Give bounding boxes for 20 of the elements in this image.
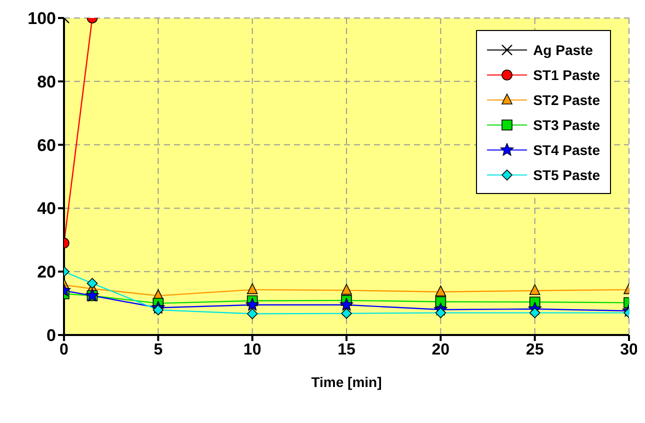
y-tick-label: 20 bbox=[37, 262, 56, 282]
x-tick-label: 10 bbox=[243, 341, 262, 358]
y-tick-label: 0 bbox=[46, 326, 56, 346]
legend-label: ST3 Paste bbox=[533, 116, 600, 132]
x-tick-label: 25 bbox=[526, 341, 544, 358]
x-tick-label: 15 bbox=[338, 341, 356, 358]
x-tick-label: 5 bbox=[154, 341, 163, 358]
legend-label: ST5 Paste bbox=[533, 166, 600, 182]
x-tick-label: 20 bbox=[432, 341, 450, 358]
y-tick-label: 60 bbox=[37, 136, 56, 155]
y-tick-label: 40 bbox=[37, 199, 56, 218]
y-tick-label: 100 bbox=[28, 9, 56, 28]
x-axis-title: Time [min] bbox=[311, 374, 382, 390]
legend-label: ST1 Paste bbox=[533, 66, 600, 82]
legend-label: Ag Paste bbox=[533, 42, 593, 58]
y-tick-label: 80 bbox=[37, 72, 56, 92]
x-tick-label: 30 bbox=[620, 341, 638, 358]
legend-label: ST2 Paste bbox=[533, 92, 600, 108]
legend-label: ST4 Paste bbox=[533, 142, 600, 158]
x-tick-label: 0 bbox=[60, 341, 69, 358]
